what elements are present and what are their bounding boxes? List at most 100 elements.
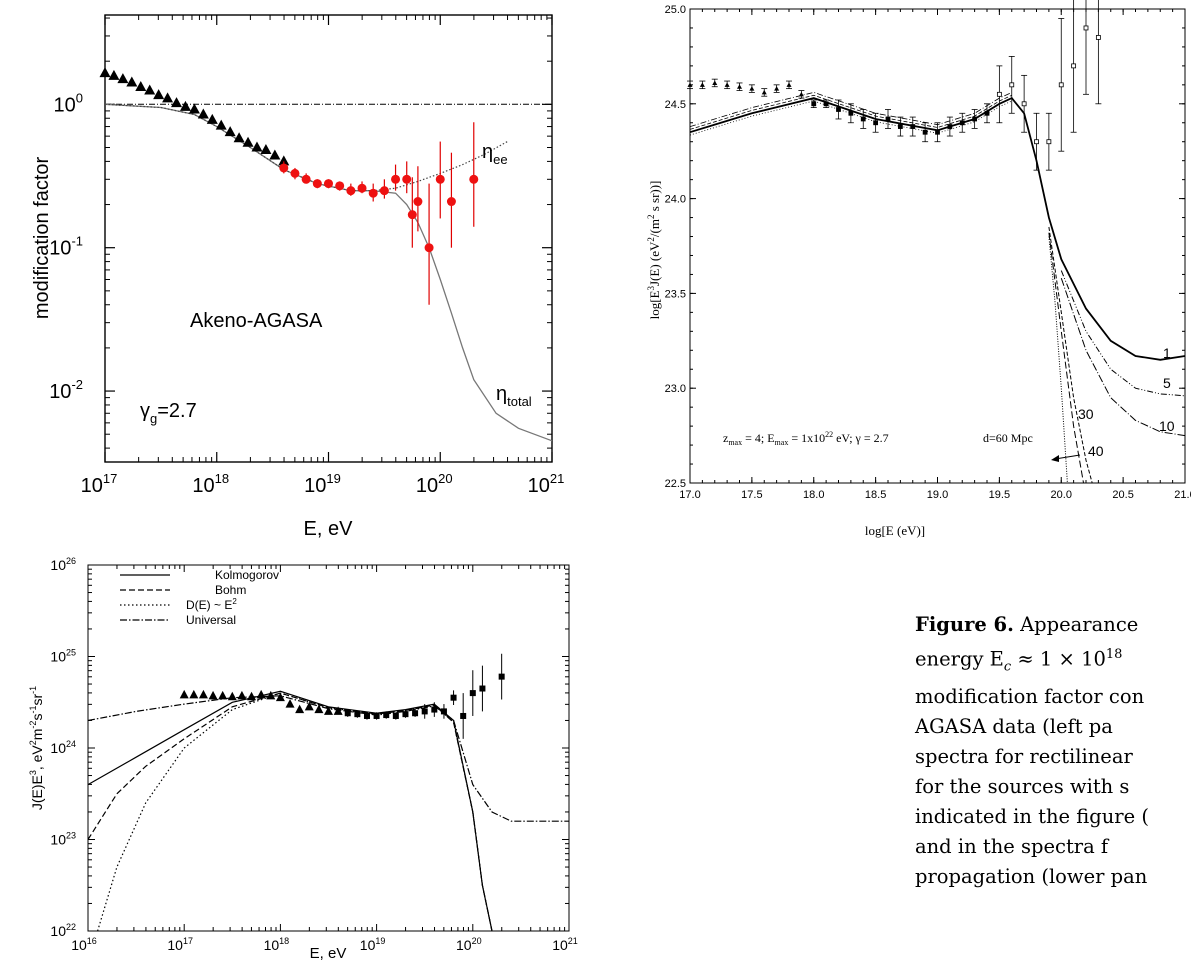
- caption-energy: ≈ 1 × 10: [1017, 647, 1106, 671]
- agasa-point: [379, 186, 389, 196]
- curve-label-10: 10: [1159, 418, 1175, 434]
- caption-line-6: for the sources with s: [915, 775, 1130, 799]
- x-tick-label: 18.0: [803, 489, 824, 501]
- curve-kolmogorov: [87, 690, 493, 932]
- curve-bohm: [87, 692, 493, 932]
- x-tick-label: 1020: [456, 936, 482, 953]
- y-tick-label: 23.5: [665, 288, 686, 300]
- curve-bundle: [689, 91, 1012, 127]
- agasa-point: [446, 197, 456, 207]
- caption-label: Figure 6.: [915, 613, 1014, 636]
- akeno-point: [208, 690, 218, 700]
- agasa-point: [391, 174, 401, 184]
- akeno-point: [699, 82, 705, 87]
- agasa-point: [1071, 63, 1077, 69]
- agasa-point: [1034, 139, 1039, 145]
- akeno-point: [218, 690, 228, 700]
- agasa-point: [984, 110, 990, 116]
- akeno-point: [786, 82, 792, 87]
- akeno-point: [179, 689, 189, 699]
- akeno-point: [171, 97, 183, 108]
- eta-total-curve: [104, 103, 553, 442]
- akeno-point: [206, 113, 218, 124]
- y-axis-label: J(E)E3, eV2m-2s-1sr-1: [28, 686, 45, 810]
- agasa-point: [363, 712, 370, 719]
- eta-total-label: ηtotal: [496, 383, 532, 409]
- x-tick-label: 1018: [192, 471, 229, 497]
- curve-label-40: 40: [1088, 443, 1104, 459]
- y-axis-label: log[E3J(E) (eV2/(m2 s sr))]: [646, 181, 662, 320]
- x-tick-label: 18.5: [865, 489, 886, 501]
- params-label: zmax = 4; Emax = 1x1022 eV; γ = 2.7: [723, 430, 889, 447]
- legend-label: Kolmogorov: [215, 568, 279, 582]
- curve-d-5: [1060, 270, 1186, 397]
- akeno-point: [737, 84, 742, 89]
- y-tick-label: 25.0: [665, 4, 686, 16]
- y-tick-label: 1023: [50, 831, 76, 848]
- x-tick-label: 1021: [528, 471, 565, 497]
- x-axis-label: E, eV: [304, 518, 354, 540]
- akeno-point: [224, 126, 236, 137]
- agasa-point: [811, 101, 817, 107]
- akeno-point: [237, 690, 247, 700]
- agasa-point: [301, 174, 311, 184]
- x-tick-label: 1019: [304, 471, 341, 497]
- akeno-point: [126, 76, 138, 87]
- x-tick-label: 17.5: [741, 489, 762, 501]
- caption-line-8: and in the spectra f: [915, 835, 1109, 859]
- agasa-point: [431, 706, 438, 713]
- agasa-point: [324, 179, 333, 189]
- akeno-point: [162, 92, 174, 103]
- caption-line-5: spectra for rectilinear: [915, 745, 1133, 769]
- akeno-point: [242, 136, 254, 147]
- akeno-point: [99, 67, 111, 78]
- agasa-point: [450, 694, 457, 701]
- agasa-point: [435, 174, 445, 184]
- agasa-point: [479, 685, 486, 692]
- akeno-point: [256, 689, 266, 699]
- agasa-point: [402, 711, 409, 718]
- agasa-point: [460, 712, 467, 719]
- x-tick-label: 1017: [81, 471, 118, 497]
- agasa-point: [1021, 101, 1027, 107]
- akeno-point: [285, 699, 295, 708]
- akeno-point: [188, 103, 200, 114]
- chart-modification-factor: 1017 1018 1019 1020 1021 10-2 10-1 100 E, eV mo…: [31, 14, 565, 540]
- agasa-point: [412, 710, 419, 717]
- agasa-point: [373, 712, 380, 719]
- x-axis-label: E, eV: [310, 945, 347, 962]
- akeno-point: [324, 706, 333, 715]
- akeno-point: [278, 155, 290, 166]
- y-axis-label: modification factor: [31, 157, 53, 320]
- akeno-point: [179, 100, 191, 111]
- figure-caption: Figure 6. Appearance energy Ec ≈ 1 × 101…: [915, 610, 1191, 892]
- akeno-point: [227, 691, 237, 701]
- agasa-point: [354, 711, 361, 718]
- curve-d-e-squared: [97, 692, 493, 932]
- caption-line-7: indicated in the figure (: [915, 805, 1149, 829]
- agasa-point: [469, 690, 476, 697]
- agasa-point: [1009, 82, 1015, 88]
- akeno-point: [197, 108, 209, 119]
- akeno-point: [304, 701, 314, 711]
- agasa-point: [910, 124, 916, 129]
- curve-d-40: [1048, 232, 1084, 484]
- agasa-point: [836, 107, 841, 112]
- curve-bundle: [689, 94, 1012, 130]
- agasa-point: [279, 163, 289, 173]
- curve-bundle: [689, 100, 1012, 136]
- agasa-point: [873, 120, 879, 126]
- caption-line-3: modification factor con: [915, 685, 1145, 709]
- y-tick-label: 24.5: [665, 99, 686, 111]
- agasa-point: [935, 129, 940, 135]
- agasa-point: [368, 188, 378, 198]
- agasa-point: [392, 712, 399, 719]
- agasa-point: [413, 197, 423, 207]
- agasa-point: [440, 708, 447, 715]
- akeno-point: [749, 86, 755, 91]
- akeno-point: [314, 704, 324, 714]
- agasa-point: [1046, 139, 1052, 145]
- agasa-point: [922, 129, 928, 135]
- y-tick-label: 1024: [50, 739, 76, 756]
